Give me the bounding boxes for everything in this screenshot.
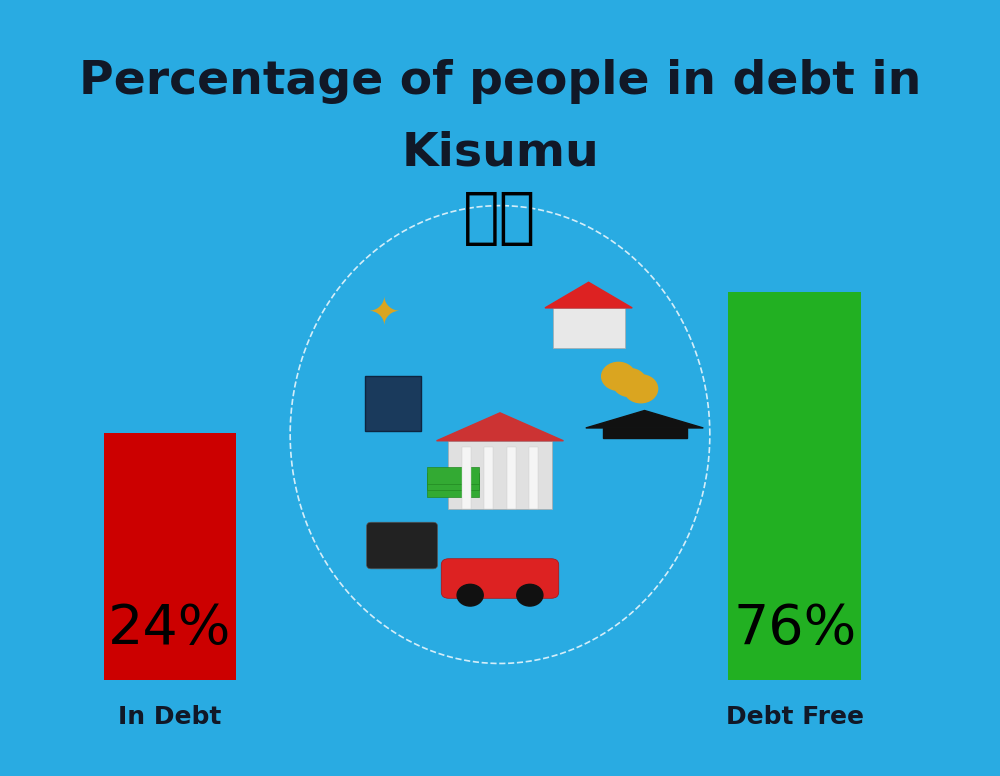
FancyBboxPatch shape: [484, 447, 493, 509]
FancyBboxPatch shape: [427, 480, 479, 497]
Circle shape: [517, 584, 543, 606]
FancyBboxPatch shape: [553, 308, 625, 348]
Text: 76%: 76%: [733, 602, 856, 656]
Text: 24%: 24%: [108, 602, 232, 656]
Text: Debt Free: Debt Free: [726, 705, 864, 729]
Circle shape: [457, 584, 483, 606]
FancyBboxPatch shape: [728, 292, 861, 680]
FancyBboxPatch shape: [529, 447, 538, 509]
FancyBboxPatch shape: [365, 376, 421, 431]
FancyBboxPatch shape: [104, 433, 236, 680]
FancyBboxPatch shape: [427, 467, 479, 484]
Circle shape: [602, 362, 635, 390]
Text: Kisumu: Kisumu: [401, 130, 599, 175]
Circle shape: [624, 375, 658, 403]
Text: ✦: ✦: [367, 296, 400, 333]
FancyBboxPatch shape: [367, 522, 438, 569]
FancyBboxPatch shape: [507, 447, 516, 509]
FancyBboxPatch shape: [462, 447, 471, 509]
Polygon shape: [437, 413, 563, 441]
Polygon shape: [603, 428, 687, 438]
Text: 🇻🇪: 🇻🇪: [463, 189, 537, 248]
Polygon shape: [586, 411, 703, 428]
FancyBboxPatch shape: [441, 559, 559, 598]
Text: In Debt: In Debt: [118, 705, 222, 729]
Circle shape: [613, 369, 646, 397]
FancyBboxPatch shape: [448, 441, 552, 509]
Text: Percentage of people in debt in: Percentage of people in debt in: [79, 59, 921, 104]
FancyBboxPatch shape: [427, 473, 479, 490]
Polygon shape: [545, 282, 632, 308]
